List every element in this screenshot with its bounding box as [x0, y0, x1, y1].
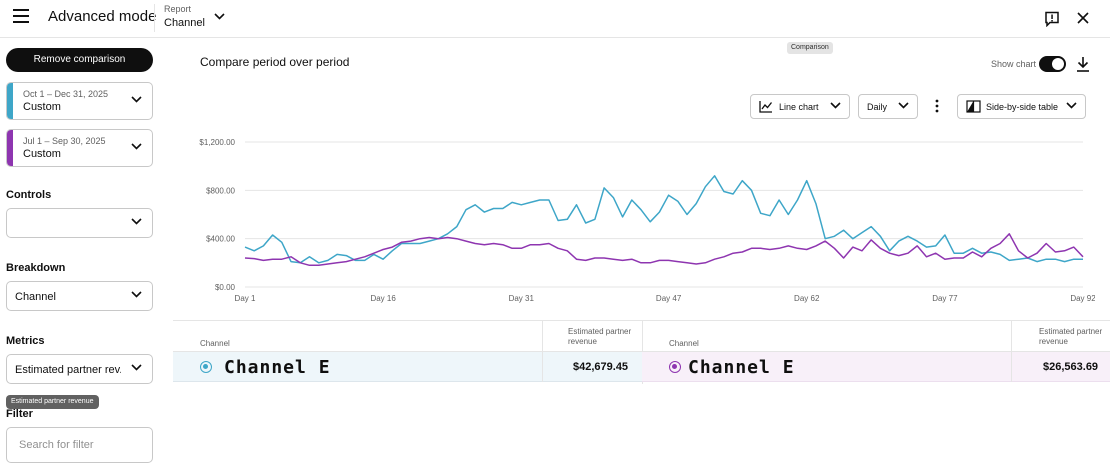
breakdown-value: Channel [15, 291, 56, 303]
chevron-down-icon [131, 218, 142, 225]
x-tick-label: Day 62 [794, 294, 820, 303]
series-radio[interactable] [669, 361, 681, 373]
x-tick-label: Day 77 [932, 294, 958, 303]
metrics-tooltip: Estimated partner revenue [6, 395, 99, 409]
download-icon[interactable] [1076, 56, 1090, 72]
column-divider [1011, 352, 1012, 382]
column-divider [1011, 321, 1012, 353]
x-tick-label: Day 31 [509, 294, 535, 303]
period-color-bar [7, 130, 13, 166]
more-vert-icon[interactable] [934, 99, 940, 113]
y-tick-label: $0.00 [215, 283, 236, 292]
breakdown-label: Breakdown [6, 262, 66, 274]
chevron-down-icon [830, 102, 841, 109]
period-selector-comparison[interactable]: Jul 1 – Sep 30, 2025 Custom [6, 129, 153, 167]
show-chart-label: Show chart [991, 59, 1037, 69]
feedback-icon[interactable] [1044, 11, 1060, 27]
chevron-down-icon [1066, 102, 1077, 109]
report-selector[interactable]: Report Channel [164, 3, 234, 33]
period-selector-primary[interactable]: Oct 1 – Dec 31, 2025 Custom [6, 82, 153, 120]
channel-name: Channel E [688, 357, 795, 378]
period-color-bar [7, 83, 13, 119]
divider [154, 4, 155, 32]
comparison-table: Channel Estimated partner revenue Channe… [173, 320, 1110, 384]
table-row[interactable]: Channel E $42,679.45 [173, 352, 642, 382]
y-tick-label: $400.00 [206, 235, 235, 244]
chart-type-label: Line chart [779, 102, 819, 112]
chevron-down-icon [131, 96, 142, 103]
column-header-channel: Channel [669, 339, 699, 348]
toggle-knob [1052, 58, 1064, 70]
x-tick-label: Day 47 [656, 294, 682, 303]
line-chart: $0.00 $400.00 $800.00 $1,200.00 Day 1 Day 16 D… [199, 138, 1095, 303]
chevron-down-icon [131, 364, 142, 371]
column-divider [542, 321, 543, 353]
controls-dropdown[interactable] [6, 208, 153, 238]
page-title: Compare period over period [200, 55, 350, 69]
period-range: Jul 1 – Sep 30, 2025 [23, 136, 106, 146]
table-header: Channel Estimated partner revenue Channe… [173, 320, 1110, 384]
app-title: Advanced mode [48, 8, 157, 25]
column-header-channel: Channel [200, 339, 230, 348]
controls-label: Controls [6, 189, 52, 201]
filter-search-input[interactable] [6, 427, 153, 463]
chevron-down-icon [898, 102, 909, 109]
period-range: Oct 1 – Dec 31, 2025 [23, 89, 109, 99]
table-mode-label: Side-by-side table [986, 102, 1059, 112]
column-header-revenue: Estimated partner revenue [568, 327, 632, 346]
y-tick-label: $800.00 [206, 186, 235, 195]
x-tick-label: Day 1 [235, 294, 256, 303]
metrics-dropdown[interactable]: Estimated partner rev... [6, 354, 153, 384]
column-header-revenue: Estimated partner revenue [1039, 327, 1103, 346]
table-row[interactable]: Channel E $26,563.69 [642, 352, 1110, 382]
metrics-label: Metrics [6, 335, 45, 347]
report-label: Report [164, 4, 192, 14]
period-type: Custom [23, 148, 61, 160]
report-value: Channel [164, 17, 205, 29]
remove-comparison-button[interactable]: Remove comparison [6, 48, 153, 72]
menu-icon[interactable] [13, 9, 29, 23]
filter-label: Filter [6, 408, 33, 420]
series-line-primary [244, 175, 1083, 264]
series-line-comparison [244, 233, 1084, 267]
line-chart-icon [759, 101, 773, 113]
y-tick-label: $1,200.00 [199, 138, 235, 147]
breakdown-dropdown[interactable]: Channel [6, 281, 153, 311]
radio-dot [672, 364, 677, 369]
chart-type-dropdown[interactable]: Line chart [750, 94, 850, 119]
period-type: Custom [23, 101, 61, 113]
show-chart-toggle[interactable] [1039, 56, 1066, 72]
table-mode-dropdown[interactable]: Side-by-side table [957, 94, 1086, 119]
close-icon[interactable] [1076, 11, 1090, 25]
radio-dot [203, 364, 208, 369]
side-by-side-icon [966, 100, 981, 113]
interval-dropdown[interactable]: Daily [858, 94, 918, 119]
interval-label: Daily [867, 102, 888, 112]
top-bar: Advanced mode Report Channel [0, 0, 1110, 38]
chevron-down-icon [131, 291, 142, 298]
comparison-badge: Comparison [787, 42, 833, 54]
x-tick-label: Day 92 [1070, 294, 1095, 303]
x-tick-label: Day 16 [370, 294, 396, 303]
revenue-value: $42,679.45 [573, 361, 629, 373]
revenue-value: $26,563.69 [1043, 361, 1099, 373]
channel-name: Channel E [224, 357, 331, 378]
chevron-down-icon [214, 13, 225, 20]
chevron-down-icon [131, 143, 142, 150]
metrics-value: Estimated partner rev... [15, 364, 121, 376]
column-divider [542, 352, 543, 382]
series-radio[interactable] [200, 361, 212, 373]
